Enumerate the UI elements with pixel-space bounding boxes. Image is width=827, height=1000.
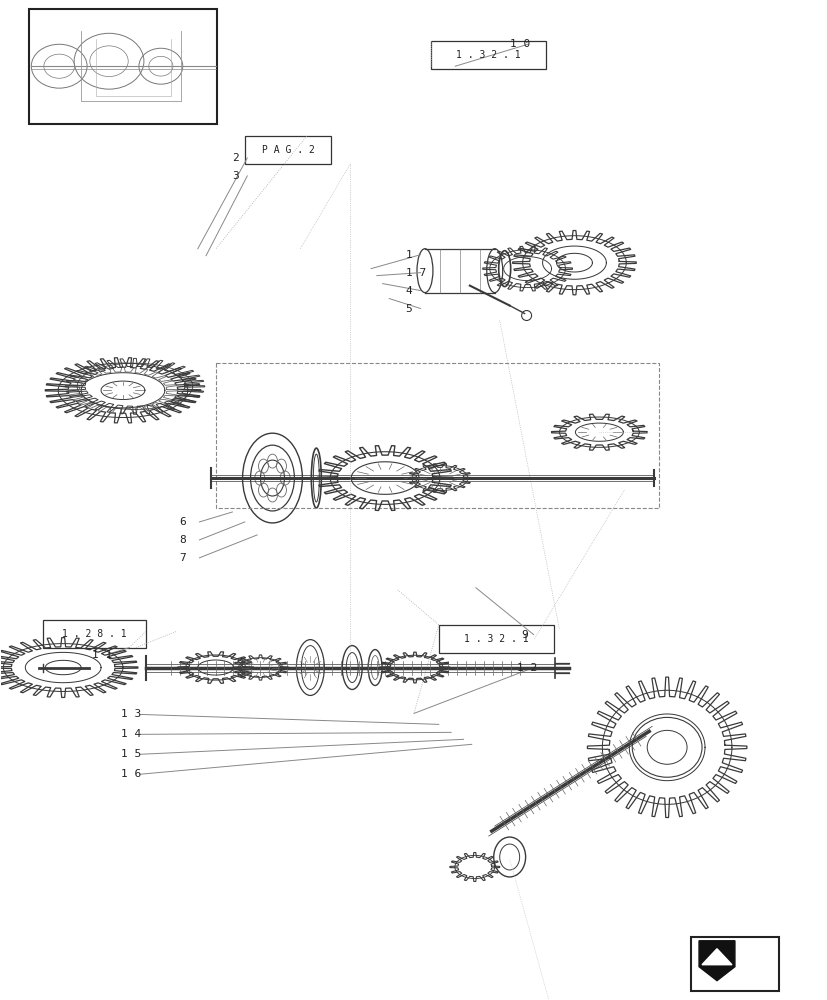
Text: 1: 1 [405,250,412,260]
Text: 4: 4 [405,286,412,296]
Text: 1 7: 1 7 [405,268,425,278]
Text: 6: 6 [179,517,185,527]
Text: 1 5: 1 5 [121,749,141,759]
Text: 1 4: 1 4 [121,729,141,739]
Text: 7: 7 [179,553,185,563]
Text: 1 1: 1 1 [92,650,112,660]
Text: 1 3: 1 3 [121,709,141,719]
Text: 1 . 3 2 . 1: 1 . 3 2 . 1 [464,634,528,644]
Text: 1 2: 1 2 [517,663,537,673]
Text: 1 . 3 2 . 1: 1 . 3 2 . 1 [456,50,520,60]
Text: 9: 9 [521,630,528,640]
Bar [29,9,217,124]
Text: 1 0: 1 0 [509,39,529,49]
Polygon shape [701,949,731,965]
Text: 8: 8 [179,535,185,545]
Text: 3: 3 [232,171,239,181]
Bar [215,363,658,508]
Text: P A G . 2: P A G . 2 [261,145,314,155]
Bar [691,937,778,991]
Bar [430,41,545,69]
Bar [245,136,331,164]
Polygon shape [698,941,734,981]
Text: 1 6: 1 6 [121,769,141,779]
Bar [43,620,146,648]
Text: 1 . 2 8 . 1: 1 . 2 8 . 1 [62,629,127,639]
Text: 2: 2 [232,153,239,163]
Bar [438,625,553,653]
Text: 5: 5 [405,304,412,314]
